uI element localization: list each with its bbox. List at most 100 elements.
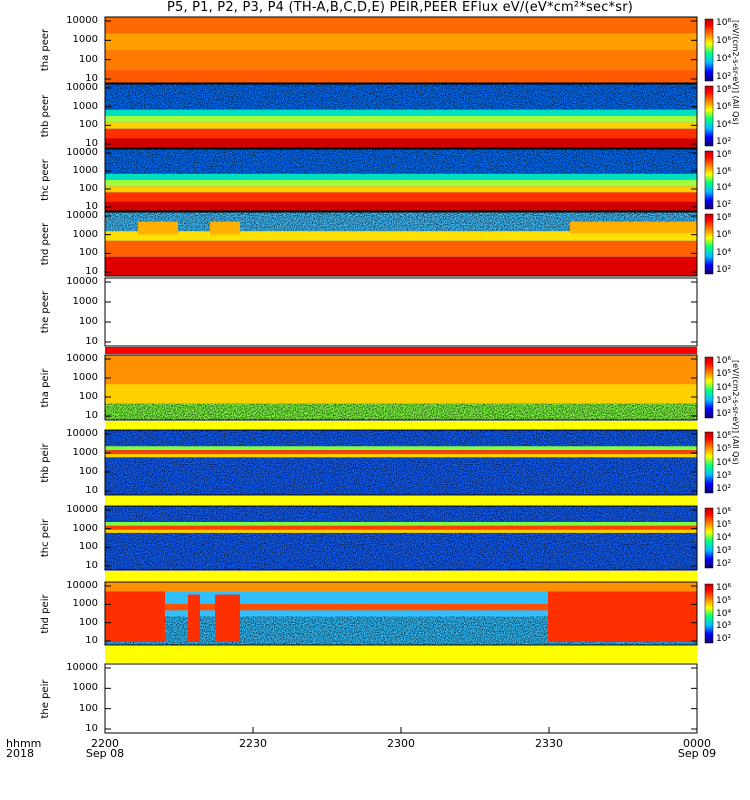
panel-label: tha peir [40, 368, 51, 407]
panel-separator [105, 347, 697, 354]
spectrogram-panel-thb-peir [104, 429, 714, 496]
colorbar-tick: 10⁶ [716, 583, 732, 593]
x-tick-label: 2300 [387, 737, 415, 750]
panel-label: the peer [40, 290, 51, 334]
y-tick-label: 1000 [72, 522, 98, 534]
spectrogram-panel-the-peer [104, 277, 698, 347]
colorbar-tick: 10² [716, 559, 732, 569]
y-tick-label: 1000 [72, 34, 98, 46]
spectrogram-panel-the-peir [104, 663, 698, 734]
panel-label: thb peir [40, 442, 51, 483]
panel-label: thd peer [40, 222, 51, 266]
x-tick-label: 2200 [91, 737, 119, 750]
y-tick-label: 10 [85, 73, 98, 84]
colorbar-tick: 10⁴ [716, 247, 732, 258]
colorbar-tick: 10⁵ [716, 444, 732, 455]
y-tick-label: 100 [78, 53, 98, 65]
colorbar [704, 583, 714, 644]
colorbar-label: [eV/(cm2-s-sr-eV)] (All Qs) [731, 20, 740, 125]
colorbar [704, 431, 714, 494]
colorbar-tick: 10⁶ [716, 230, 732, 241]
panel-label: thb peer [40, 94, 51, 138]
y-tick-label: 10000 [66, 662, 98, 673]
y-tick-label: 100 [78, 119, 98, 131]
y-tick-label: 10 [85, 201, 98, 212]
panel-separator [105, 421, 697, 429]
spectrogram-panel-thb-peer [104, 83, 714, 149]
colorbar-tick: 10⁴ [716, 533, 732, 543]
x-tick-date: Sep 09 [677, 747, 717, 760]
panel-separator [105, 571, 697, 581]
panel-separator [105, 646, 697, 663]
spectrogram-panel-thc-peer [104, 148, 714, 212]
y-tick-label: 1000 [72, 598, 98, 610]
y-tick-label: 10000 [66, 276, 98, 287]
colorbar-tick: 10⁴ [716, 183, 732, 194]
colorbar [704, 18, 714, 82]
colorbar-tick: 10⁸ [716, 18, 732, 28]
colorbar-tick: 10² [716, 137, 732, 147]
colorbar-tick: 10⁵ [716, 595, 732, 606]
y-tick-label: 1000 [72, 165, 98, 176]
x-axis-row1-label: hhmm [6, 737, 42, 750]
y-tick-label: 10 [85, 138, 98, 149]
panel-label: the peir [40, 679, 51, 718]
y-tick-label: 1000 [72, 682, 98, 694]
y-tick-label: 10 [85, 410, 98, 421]
colorbar-tick: 10⁶ [716, 356, 732, 366]
colorbar-tick: 10⁶ [716, 431, 732, 441]
panel-label: thc peer [40, 159, 51, 201]
colorbar-tick: 10² [716, 634, 732, 644]
colorbar-tick: 10⁶ [716, 166, 732, 177]
y-tick-label: 100 [78, 391, 98, 402]
y-tick-label: 10 [85, 723, 98, 734]
y-tick-label: 100 [78, 702, 98, 714]
y-tick-label: 100 [78, 616, 98, 628]
y-tick-label: 10 [85, 336, 98, 347]
y-tick-label: 1000 [72, 100, 98, 112]
y-tick-label: 1000 [72, 228, 98, 240]
x-tick-label: 2330 [535, 737, 563, 750]
y-tick-label: 10000 [66, 504, 98, 515]
colorbar-tick: 10⁸ [716, 213, 732, 223]
colorbar [704, 507, 714, 569]
chart-title: P5, P1, P2, P3, P4 (TH-A,B,C,D,E) PEIR,P… [166, 0, 634, 15]
x-tick-label: 0000 [683, 737, 711, 750]
colorbar-tick: 10² [716, 72, 732, 82]
y-tick-label: 10000 [66, 353, 98, 364]
y-tick-label: 10 [85, 560, 98, 571]
colorbar-tick: 10² [716, 265, 732, 275]
y-tick-label: 1000 [72, 372, 98, 383]
colorbar [704, 356, 714, 419]
y-tick-label: 100 [78, 541, 98, 553]
y-tick-label: 10 [85, 266, 98, 277]
colorbar-tick: 10⁴ [716, 119, 732, 130]
panel-label: thc peir [40, 518, 51, 558]
y-tick-label: 10000 [66, 580, 98, 591]
y-tick-label: 10 [85, 635, 98, 646]
colorbar-tick: 10⁵ [716, 520, 732, 530]
spectrogram-panel-thd-peer [104, 211, 714, 277]
y-tick-label: 10000 [66, 15, 98, 26]
colorbar-tick: 10⁴ [716, 382, 732, 393]
colorbar-tick: 10⁶ [716, 102, 732, 113]
y-tick-label: 10000 [66, 428, 98, 439]
x-tick-label: 2230 [239, 737, 267, 750]
colorbar-tick: 10⁶ [716, 507, 732, 517]
y-tick-label: 100 [78, 183, 98, 194]
colorbar-tick: 10² [716, 409, 732, 419]
x-tick-date: Sep 08 [85, 747, 125, 760]
spectrogram-panel-tha-peer [104, 16, 714, 84]
spectrogram-panel-thc-peir [104, 505, 714, 571]
spectrogram-panel-tha-peir [104, 354, 714, 421]
panel-label: thd peir [40, 593, 51, 634]
colorbar-tick: 10⁸ [716, 150, 732, 160]
y-tick-label: 100 [78, 316, 98, 327]
panel-label: tha peer [40, 28, 51, 72]
y-tick-label: 1000 [72, 447, 98, 458]
x-axis-row2-label: 2018 [6, 747, 34, 760]
colorbar-tick: 10⁴ [716, 457, 732, 468]
colorbar-tick: 10³ [716, 470, 732, 481]
colorbar [704, 85, 714, 147]
colorbar-tick: 10⁵ [716, 369, 732, 380]
